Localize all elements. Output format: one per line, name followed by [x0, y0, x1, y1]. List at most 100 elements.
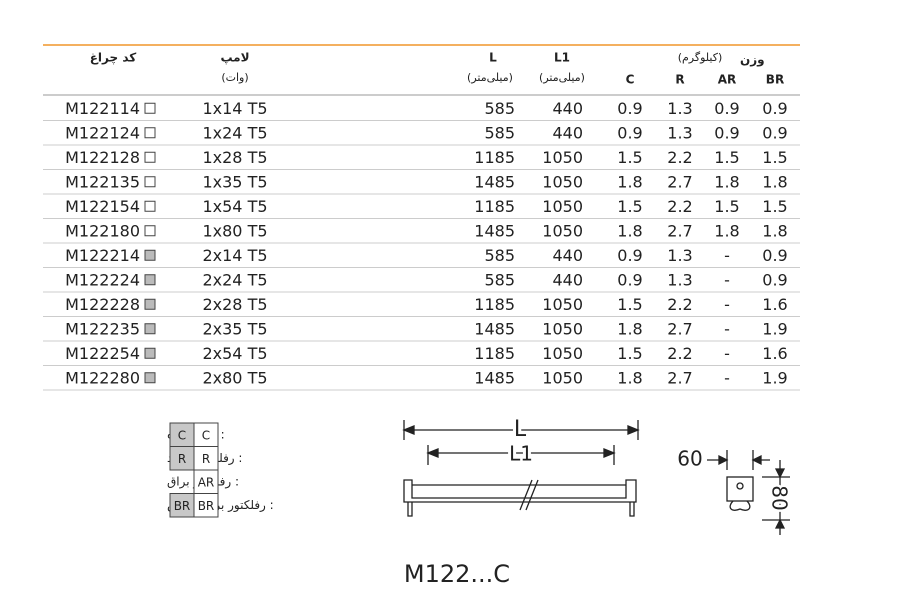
- cell-code: M122128: [65, 148, 140, 167]
- dim-width: 60: [677, 447, 702, 471]
- cell-weight-ar: -: [724, 319, 730, 338]
- cell-weight-br: 1.9: [762, 319, 787, 338]
- cell-length-l1: 440: [552, 246, 583, 265]
- header-c: C: [626, 73, 635, 87]
- row-marker: [144, 127, 156, 139]
- row-marker: [144, 323, 156, 335]
- cell-length-l1: 440: [552, 99, 583, 118]
- row-marker: [144, 347, 156, 359]
- cell-weight-c: 0.9: [617, 123, 642, 142]
- cell-lamp: 1x35 T5: [202, 172, 267, 191]
- cell-lamp: 1x80 T5: [202, 221, 267, 240]
- cell-length: 1485: [474, 172, 515, 191]
- cell-weight-c: 1.8: [617, 319, 642, 338]
- header-l1: L1: [554, 51, 570, 65]
- row-marker: [144, 249, 156, 261]
- legend-cell-text: C: [202, 428, 210, 442]
- cell-weight-br: 0.9: [762, 270, 787, 289]
- cell-weight-br: 1.9: [762, 368, 787, 387]
- cell-length-l1: 1050: [542, 319, 583, 338]
- cell-length: 585: [484, 270, 515, 289]
- row-marker: [144, 274, 156, 286]
- row-marker: [144, 225, 156, 237]
- cell-code: M122135: [65, 172, 140, 191]
- cell-weight-c: 1.8: [617, 172, 642, 191]
- cell-weight-c: 1.5: [617, 197, 642, 216]
- cell-weight-c: 0.9: [617, 99, 642, 118]
- legend-cell-text: R: [202, 452, 210, 466]
- cell-code: M122114: [65, 99, 140, 118]
- legend-cell: [193, 493, 219, 518]
- cell-weight-r: 1.3: [667, 270, 692, 289]
- cell-length: 1185: [474, 197, 515, 216]
- cell-weight-br: 1.5: [762, 197, 787, 216]
- cell-lamp: 2x28 T5: [202, 295, 267, 314]
- cell-weight-ar: 1.5: [714, 197, 739, 216]
- cell-weight-ar: -: [724, 344, 730, 363]
- header-l-unit: (میلی‌متر): [467, 71, 513, 84]
- cell-lamp: 2x24 T5: [202, 270, 267, 289]
- cell-weight-ar: 1.8: [714, 172, 739, 191]
- model-code: M122...C: [404, 560, 510, 588]
- cell-weight-r: 2.2: [667, 148, 692, 167]
- cell-weight-ar: 1.8: [714, 221, 739, 240]
- cell-weight-r: 1.3: [667, 99, 692, 118]
- cell-length-l1: 440: [552, 270, 583, 289]
- cell-length: 1485: [474, 368, 515, 387]
- cell-code: M122124: [65, 123, 140, 142]
- cell-weight-ar: -: [724, 368, 730, 387]
- cell-length: 1185: [474, 295, 515, 314]
- cell-code: M122154: [65, 197, 140, 216]
- cell-lamp: 2x80 T5: [202, 368, 267, 387]
- cell-code: M122254: [65, 344, 140, 363]
- dim-height: 80: [768, 485, 792, 510]
- header-code: کد چراغ: [90, 51, 137, 65]
- cell-weight-r: 2.2: [667, 197, 692, 216]
- cell-lamp: 1x54 T5: [202, 197, 267, 216]
- cell-code: M122214: [65, 246, 140, 265]
- row-marker: [144, 372, 156, 384]
- cell-weight-ar: -: [724, 246, 730, 265]
- cell-weight-br: 1.6: [762, 344, 787, 363]
- cell-weight-r: 1.3: [667, 123, 692, 142]
- cell-length: 585: [484, 123, 515, 142]
- header-lamp: لامپ: [220, 51, 249, 65]
- dim-l1: L1: [509, 442, 533, 466]
- header-br: BR: [766, 73, 784, 87]
- legend-cell-text: AR: [198, 475, 215, 489]
- cell-code: M122224: [65, 270, 140, 289]
- cell-weight-c: 1.5: [617, 148, 642, 167]
- cell-weight-c: 0.9: [617, 270, 642, 289]
- row-marker: [144, 298, 156, 310]
- cell-length-l1: 1050: [542, 197, 583, 216]
- cell-weight-c: 1.5: [617, 344, 642, 363]
- cell-weight-r: 2.2: [667, 344, 692, 363]
- cell-length-l1: 1050: [542, 148, 583, 167]
- cell-lamp: 2x54 T5: [202, 344, 267, 363]
- cell-weight-c: 1.8: [617, 368, 642, 387]
- cell-weight-c: 0.9: [617, 246, 642, 265]
- header-r: R: [675, 73, 684, 87]
- cell-weight-r: 2.2: [667, 295, 692, 314]
- header-ar: AR: [718, 73, 737, 87]
- cell-weight-br: 1.8: [762, 172, 787, 191]
- cell-weight-r: 2.7: [667, 172, 692, 191]
- cell-code: M122280: [65, 368, 140, 387]
- cell-weight-r: 2.7: [667, 368, 692, 387]
- row-marker: [144, 200, 156, 212]
- cell-weight-ar: -: [724, 270, 730, 289]
- row-marker: [144, 102, 156, 114]
- cell-weight-br: 1.5: [762, 148, 787, 167]
- cell-length-l1: 1050: [542, 221, 583, 240]
- cell-weight-r: 2.7: [667, 221, 692, 240]
- cell-code: M122228: [65, 295, 140, 314]
- cell-length-l1: 440: [552, 123, 583, 142]
- cell-weight-br: 0.9: [762, 246, 787, 265]
- cell-weight-ar: 0.9: [714, 123, 739, 142]
- cell-weight-r: 1.3: [667, 246, 692, 265]
- cell-length: 585: [484, 246, 515, 265]
- cell-weight-br: 0.9: [762, 123, 787, 142]
- cell-lamp: 1x28 T5: [202, 148, 267, 167]
